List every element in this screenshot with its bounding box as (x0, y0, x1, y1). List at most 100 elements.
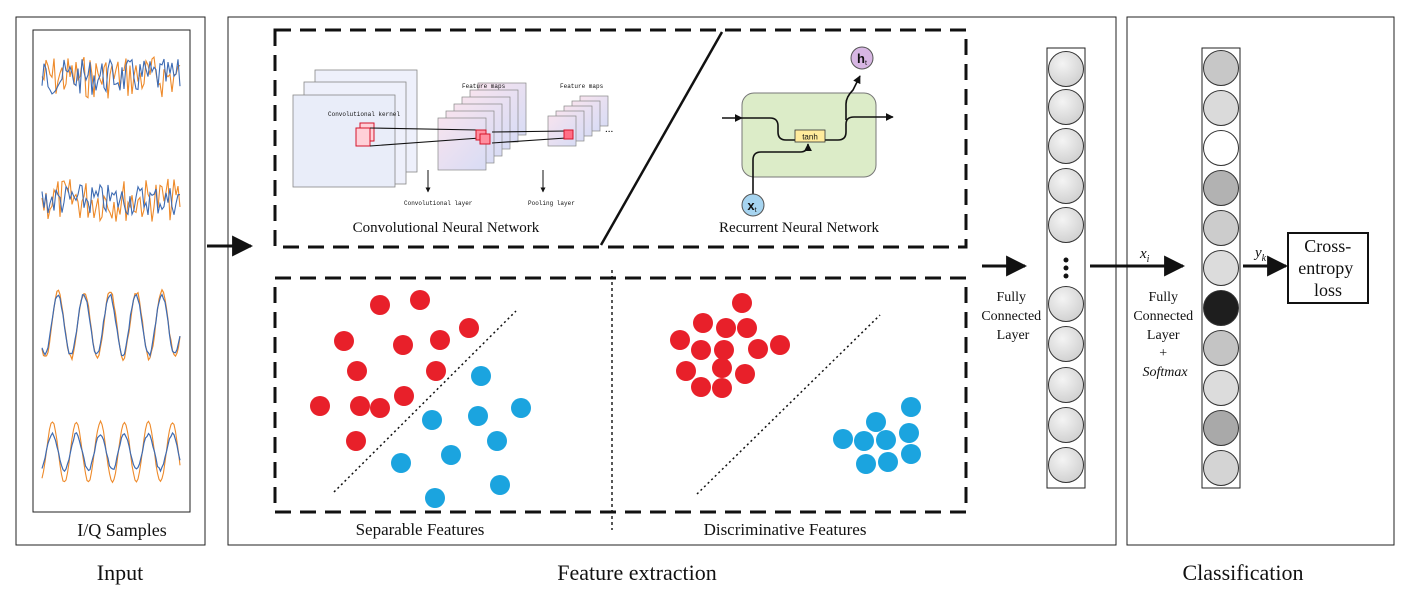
softmax-label-line3: Layer (1147, 328, 1180, 343)
red-class-point (370, 295, 390, 315)
red-class-point (737, 318, 757, 338)
input-panel (15, 16, 206, 546)
blue-class-point (856, 454, 876, 474)
red-class-point (716, 318, 736, 338)
blue-class-point (422, 410, 442, 430)
waveform-trace (41, 183, 180, 217)
kernel-label: Convolutional kernel (328, 111, 400, 118)
waveform-trace (41, 58, 181, 95)
rnn-input-node (741, 193, 765, 217)
svg-text:Fully Connected Layer: Fully Connected Layer (981, 290, 1044, 343)
red-class-point (347, 361, 367, 381)
red-class-point (393, 335, 413, 355)
red-class-point (691, 340, 711, 360)
loss-line3: loss (1314, 280, 1342, 300)
blue-class-point (866, 412, 886, 432)
blue-class-point (468, 406, 488, 426)
softmax-label-line1: Fully (1148, 290, 1178, 305)
fc-neuron (1048, 207, 1084, 243)
svg-text:ht: ht (857, 51, 867, 67)
red-class-point (334, 331, 354, 351)
softmax-neuron (1203, 170, 1239, 206)
softmax-neuron (1203, 290, 1239, 326)
fc-neuron (1048, 326, 1084, 362)
loss-line2: entropy (1298, 258, 1353, 278)
iq-waveforms (41, 55, 181, 484)
softmax-neuron (1203, 410, 1239, 446)
blue-class-point (490, 475, 510, 495)
red-class-point (346, 431, 366, 451)
red-class-point (712, 378, 732, 398)
y-sub: k (1262, 253, 1267, 264)
blue-class-point (511, 398, 531, 418)
red-class-point (459, 318, 479, 338)
red-class-point (732, 293, 752, 313)
blue-class-point (441, 445, 461, 465)
discriminative-caption: Discriminative Features (704, 520, 867, 539)
red-class-point (735, 364, 755, 384)
x-label: x (1139, 246, 1147, 262)
softmax-neurons (1203, 50, 1239, 486)
blue-class-point (878, 452, 898, 472)
red-class-point (676, 361, 696, 381)
softmax-neuron (1203, 50, 1239, 86)
red-class-point (350, 396, 370, 416)
blue-class-point (487, 431, 507, 451)
loss-line1: Cross- (1304, 236, 1351, 256)
waveform-trace (41, 293, 181, 358)
blue-class-point (425, 488, 445, 508)
blue-class-point (901, 397, 921, 417)
feature-extraction-panel (227, 16, 1117, 546)
features-dashed-box (273, 276, 968, 514)
cnn-illustration: Convolutional kernel Feature maps Featur… (292, 69, 614, 207)
feature-map (437, 117, 487, 171)
red-class-point (370, 398, 390, 418)
conv-layer-label: Convolutional layer (404, 200, 473, 207)
red-class-point (748, 339, 768, 359)
fc-label-line3: Layer (997, 328, 1030, 343)
classification-panel (1126, 16, 1395, 546)
red-class-point (770, 335, 790, 355)
softmax-neuron (1203, 130, 1239, 166)
red-class-point (712, 358, 732, 378)
softmax-neuron (1203, 210, 1239, 246)
cnn-ellipsis: ... (605, 123, 614, 135)
svg-text:Cross- entropy loss: Cross- entropy loss (1298, 236, 1357, 300)
red-class-point (693, 313, 713, 333)
rnn-caption: Recurrent Neural Network (719, 220, 879, 236)
fc-neuron (1048, 447, 1084, 483)
feature-maps-1 (437, 82, 527, 171)
softmax-neuron (1203, 330, 1239, 366)
separable-caption: Separable Features (356, 520, 485, 539)
red-class-point (394, 386, 414, 406)
rnn-input-sub: t (755, 207, 757, 214)
softmax-neuron (1203, 250, 1239, 286)
svg-text:yk: yk (1253, 245, 1267, 264)
softmax-neuron (1203, 370, 1239, 406)
section-feature-extraction: Feature extraction (557, 560, 716, 585)
waveform-trace (41, 178, 181, 223)
red-class-point (691, 377, 711, 397)
fc-label-line1: Fully (996, 290, 1026, 305)
cnn-rnn-divider (599, 31, 724, 246)
fc-neuron (1048, 51, 1084, 87)
fc-neuron (1048, 286, 1084, 322)
blue-class-point (901, 444, 921, 464)
fc-neuron (1048, 168, 1084, 204)
blue-class-point (899, 423, 919, 443)
cnn-rnn-dashed-box (273, 28, 968, 249)
rnn-illustration: tanh ht xt (722, 46, 894, 217)
red-class-point (670, 330, 690, 350)
rnn-input-label: x (747, 198, 755, 213)
feature-maps-label-1: Feature maps (462, 83, 506, 90)
rnn-output-node (850, 46, 874, 70)
section-classification: Classification (1183, 560, 1304, 585)
blue-class-point (876, 430, 896, 450)
tanh-gate (794, 129, 826, 143)
softmax-label-line2: Connected (1133, 309, 1193, 324)
red-class-point (410, 290, 430, 310)
blue-class-point (854, 431, 874, 451)
x-sub: i (1147, 254, 1150, 265)
softmax-label-line5: Softmax (1142, 365, 1188, 380)
